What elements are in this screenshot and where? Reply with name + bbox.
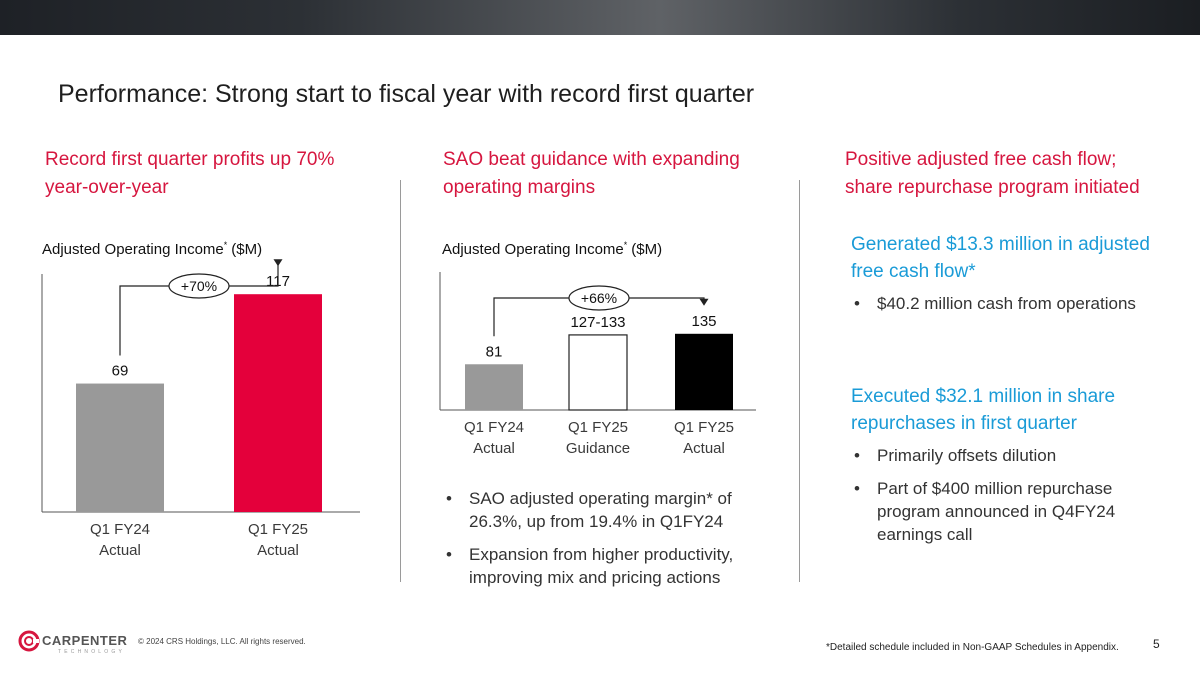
chart2-tick-label-2-1: Q1 FY25 (568, 419, 628, 436)
right-heading-line1: Positive adjusted free cash flow; (845, 149, 1117, 170)
repurchase-bullet-2: Part of $400 million repurchase program … (851, 477, 1171, 546)
chart2-title-unit: ($M) (631, 241, 662, 258)
column-divider-left (400, 180, 401, 582)
top-banner (0, 0, 1200, 35)
cash-flow-bullet-1: $40.2 million cash from operations (851, 292, 1171, 315)
page-number: 5 (1153, 637, 1160, 651)
chart1-title: Adjusted Operating Income* ($M) (42, 240, 262, 258)
chart1-growth-arrow (273, 259, 283, 267)
chart2-tick-label-3-1: Q1 FY25 (674, 419, 734, 436)
middle-bullet-list: SAO adjusted operating margin* of 26.3%,… (443, 487, 783, 599)
chart1-title-unit: ($M) (231, 241, 262, 258)
chart2-growth-label: +66% (581, 290, 617, 306)
chart2-growth-arrow (699, 298, 709, 306)
repurchase-bullets: Primarily offsets dilution Part of $400 … (851, 444, 1171, 556)
chart2-title: Adjusted Operating Income* ($M) (442, 240, 662, 258)
middle-bullet-2: Expansion from higher productivity, impr… (443, 543, 783, 589)
chart2-tick-label-1-2: Actual (473, 440, 515, 457)
chart1-title-sup: * (224, 240, 228, 250)
footnote: *Detailed schedule included in Non-GAAP … (826, 642, 1119, 653)
right-heading-line2: share repurchase program initiated (845, 177, 1140, 198)
left-heading-line1: Record first quarter profits up 70% (45, 149, 335, 170)
right-column-heading: Positive adjusted free cash flow; share … (845, 146, 1140, 202)
repurchase-headline: Executed $32.1 million in share repurcha… (851, 386, 1116, 434)
middle-bullet-1: SAO adjusted operating margin* of 26.3%,… (443, 487, 783, 533)
chart2-tick-label-3-2: Actual (683, 440, 725, 457)
chart2-title-text: Adjusted Operating Income (442, 241, 624, 258)
chart2-value-label-3: 135 (691, 313, 716, 330)
middle-heading-line2: operating margins (443, 177, 596, 198)
chart1-bar-1 (76, 383, 164, 512)
chart2-tick-label-2-2: Guidance (566, 440, 630, 457)
logo-name: CARPENTER (42, 633, 128, 648)
repurchase-bullet-1: Primarily offsets dilution (851, 444, 1171, 467)
chart1-bar-2 (234, 294, 322, 512)
middle-heading-line1: SAO beat guidance with expanding (443, 149, 740, 170)
chart1-value-label-1: 69 (112, 363, 129, 380)
middle-column-heading: SAO beat guidance with expanding operati… (443, 146, 740, 202)
left-heading-line2: year-over-year (45, 177, 169, 198)
chart2-growth-badge (568, 285, 630, 311)
carpenter-logo-icon (18, 630, 40, 652)
chart2-bar-2 (568, 334, 628, 411)
chart1-tick-label-1-1: Q1 FY24 (90, 521, 150, 538)
cash-flow-bullets: $40.2 million cash from operations (851, 292, 1171, 325)
chart1-growth-badge (168, 273, 230, 299)
chart2-value-label-2: 127-133 (570, 314, 625, 331)
cash-flow-headline: Generated $13.3 million in adjusted free… (851, 234, 1150, 282)
logo-sub: TECHNOLOGY (58, 649, 125, 655)
chart2-bar-3 (675, 333, 733, 410)
page-title: Performance: Strong start to fiscal year… (58, 80, 755, 108)
chart2-bar-1 (465, 364, 523, 410)
chart2-tick-label-1-1: Q1 FY24 (464, 419, 524, 436)
copyright: © 2024 CRS Holdings, LLC. All rights res… (138, 637, 306, 646)
chart2-title-sup: * (624, 240, 628, 250)
left-column-heading: Record first quarter profits up 70% year… (45, 146, 334, 202)
column-divider-right (799, 180, 800, 582)
chart1-tick-label-2-1: Q1 FY25 (248, 521, 308, 538)
chart2-value-label-1: 81 (486, 343, 503, 360)
carpenter-logo: CARPENTER TECHNOLOGY (18, 630, 128, 655)
chart1-tick-label-1-2: Actual (99, 542, 141, 559)
chart1-growth-label: +70% (181, 278, 217, 294)
chart1-title-text: Adjusted Operating Income (42, 241, 224, 258)
chart1-tick-label-2-2: Actual (257, 542, 299, 559)
